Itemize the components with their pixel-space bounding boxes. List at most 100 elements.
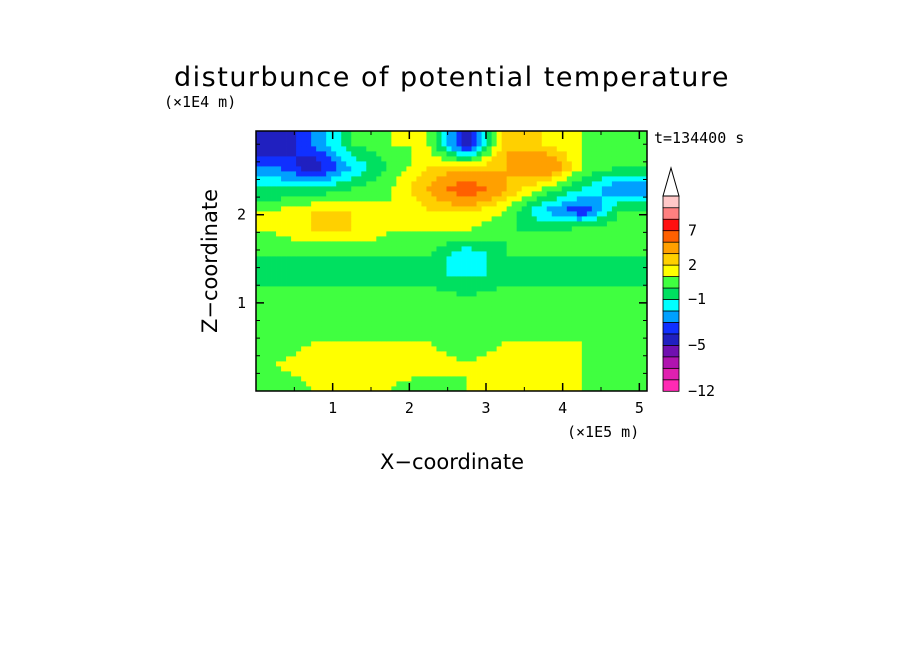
- heatmap-cell: [476, 186, 482, 192]
- heatmap-cell: [391, 141, 397, 147]
- heatmap-cell: [436, 281, 442, 287]
- heatmap-cell: [256, 181, 262, 187]
- heatmap-cell: [521, 201, 528, 207]
- heatmap-cell: [486, 236, 492, 242]
- heatmap-cell: [616, 291, 623, 297]
- heatmap-cell: [591, 301, 598, 307]
- heatmap-cell: [526, 231, 533, 237]
- heatmap-cell: [536, 266, 543, 272]
- heatmap-cell: [311, 336, 317, 342]
- heatmap-cell: [546, 271, 553, 277]
- heatmap-cell: [386, 356, 392, 362]
- heatmap-cell: [346, 201, 352, 207]
- heatmap-cell: [626, 316, 633, 322]
- heatmap-cell: [271, 131, 277, 137]
- heatmap-cell: [621, 281, 628, 287]
- heatmap-cell: [411, 301, 417, 307]
- heatmap-cell: [496, 261, 503, 267]
- heatmap-cell: [621, 251, 628, 257]
- heatmap-cell: [451, 191, 457, 197]
- heatmap-cell: [496, 371, 503, 377]
- heatmap-cell: [486, 206, 492, 212]
- heatmap-cell: [371, 321, 377, 327]
- heatmap-cell: [331, 326, 337, 332]
- heatmap-cell: [521, 136, 528, 142]
- heatmap-cell: [486, 296, 492, 302]
- heatmap-cell: [581, 221, 588, 227]
- heatmap-cell: [421, 156, 427, 162]
- heatmap-cell: [331, 311, 337, 317]
- heatmap-cell: [281, 151, 287, 157]
- heatmap-cell: [371, 246, 377, 252]
- heatmap-cell: [301, 231, 307, 237]
- heatmap-cell: [511, 241, 518, 247]
- heatmap-cell: [516, 331, 523, 337]
- heatmap-cell: [336, 251, 342, 257]
- heatmap-cell: [456, 181, 462, 187]
- heatmap-cell: [386, 386, 392, 392]
- heatmap-cell: [416, 236, 422, 242]
- heatmap-cell: [321, 331, 327, 337]
- heatmap-cell: [621, 196, 628, 202]
- heatmap-cell: [311, 271, 317, 277]
- heatmap-cell: [611, 266, 618, 272]
- heatmap-cell: [611, 331, 618, 337]
- heatmap-cell: [586, 206, 593, 212]
- heatmap-cell: [411, 171, 417, 177]
- heatmap-cell: [286, 196, 292, 202]
- heatmap-cell: [536, 261, 543, 267]
- heatmap-cell: [636, 271, 643, 277]
- heatmap-cell: [621, 191, 628, 197]
- heatmap-cell: [546, 356, 553, 362]
- heatmap-cell: [331, 146, 337, 152]
- heatmap-cell: [441, 261, 447, 267]
- heatmap-cell: [336, 131, 342, 137]
- heatmap-cell: [326, 301, 332, 307]
- heatmap-cell: [356, 271, 362, 277]
- heatmap-cell: [511, 206, 518, 212]
- heatmap-cell: [331, 221, 337, 227]
- heatmap-cell: [561, 386, 568, 392]
- heatmap-cell: [466, 321, 472, 327]
- heatmap-cell: [461, 206, 467, 212]
- heatmap-cell: [406, 206, 412, 212]
- heatmap-cell: [386, 206, 392, 212]
- heatmap-cell: [586, 336, 593, 342]
- heatmap-cell: [626, 311, 633, 317]
- heatmap-cell: [366, 236, 372, 242]
- heatmap-cell: [516, 316, 523, 322]
- heatmap-cell: [416, 256, 422, 262]
- heatmap-cell: [576, 201, 583, 207]
- heatmap-cell: [601, 196, 608, 202]
- heatmap-cell: [421, 261, 427, 267]
- heatmap-cell: [606, 286, 613, 292]
- heatmap-cell: [336, 296, 342, 302]
- heatmap-cell: [261, 131, 267, 137]
- heatmap-cell: [431, 136, 437, 142]
- heatmap-cell: [421, 331, 427, 337]
- heatmap-cell: [531, 151, 538, 157]
- heatmap-cell: [471, 321, 477, 327]
- heatmap-cell: [621, 381, 628, 387]
- heatmap-cell: [406, 331, 412, 337]
- heatmap-cell: [296, 251, 302, 257]
- heatmap-cell: [346, 131, 352, 137]
- heatmap-cell: [571, 201, 578, 207]
- heatmap-cell: [411, 181, 417, 187]
- heatmap-cell: [401, 246, 407, 252]
- heatmap-cell: [601, 251, 608, 257]
- heatmap-cell: [461, 361, 467, 367]
- heatmap-cell: [586, 296, 593, 302]
- heatmap-cell: [526, 276, 533, 282]
- heatmap-cell: [511, 141, 518, 147]
- heatmap-cell: [441, 221, 447, 227]
- heatmap-cell: [346, 256, 352, 262]
- heatmap-cell: [316, 316, 322, 322]
- heatmap-cell: [396, 261, 402, 267]
- heatmap-cell: [406, 341, 412, 347]
- heatmap-cell: [631, 236, 638, 242]
- heatmap-cell: [361, 246, 367, 252]
- heatmap-cell: [331, 301, 337, 307]
- heatmap-cell: [606, 261, 613, 267]
- heatmap-cell: [431, 176, 437, 182]
